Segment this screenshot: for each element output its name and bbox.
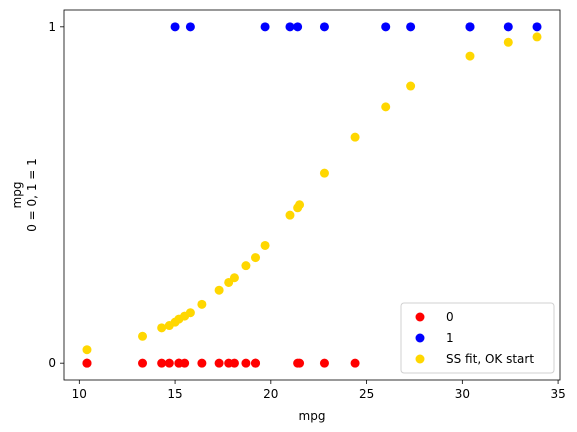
data-point-series-0 xyxy=(197,358,207,368)
data-point-series-0 xyxy=(180,358,190,368)
data-point-series-1 xyxy=(319,22,329,32)
y-axis-label-line-2: 0 = 0, 1 = 1 xyxy=(25,158,39,232)
data-point-series-1 xyxy=(185,22,195,32)
data-point-series-2 xyxy=(138,331,148,341)
data-point-series-2 xyxy=(214,285,224,295)
data-point-series-0 xyxy=(350,358,360,368)
x-axis: 10 15 20 25 30 35 xyxy=(72,380,566,401)
y-tick-label: 0 xyxy=(48,356,56,370)
data-point-series-2 xyxy=(295,200,305,210)
legend-label-0: 0 xyxy=(446,310,454,324)
y-axis: 01 xyxy=(48,20,64,370)
y-axis-label-line-1: mpg xyxy=(10,182,24,209)
data-point-series-1 xyxy=(532,22,542,32)
data-point-series-0 xyxy=(295,358,305,368)
x-tick-label: 35 xyxy=(550,387,565,401)
data-point-series-2 xyxy=(532,32,542,42)
x-tick-label: 10 xyxy=(72,387,87,401)
legend-label-1: 1 xyxy=(446,331,454,345)
data-point-series-0 xyxy=(251,358,261,368)
x-tick-label: 20 xyxy=(263,387,278,401)
data-point-series-1 xyxy=(406,22,416,32)
data-point-series-2 xyxy=(260,240,270,250)
legend-marker-1 xyxy=(415,333,425,343)
data-point-series-2 xyxy=(229,273,239,283)
data-point-series-2 xyxy=(319,168,329,178)
data-point-series-2 xyxy=(503,37,513,47)
data-point-series-1 xyxy=(260,22,270,32)
data-point-series-2 xyxy=(185,308,195,318)
data-point-series-1 xyxy=(465,22,475,32)
data-point-series-2 xyxy=(241,261,251,271)
data-point-series-2 xyxy=(406,81,416,91)
data-point-series-1 xyxy=(293,22,303,32)
data-points xyxy=(82,22,542,368)
data-point-series-2 xyxy=(465,51,475,61)
y-axis-label-group: mpg 0 = 0, 1 = 1 xyxy=(10,158,39,232)
legend-marker-2 xyxy=(415,354,425,364)
y-tick-label: 1 xyxy=(48,20,56,34)
legend: 0 1 SS fit, OK start xyxy=(400,302,555,374)
data-point-series-0 xyxy=(164,358,174,368)
legend-label-2: SS fit, OK start xyxy=(446,352,534,366)
data-point-series-1 xyxy=(381,22,391,32)
x-tick-label: 30 xyxy=(455,387,470,401)
data-point-series-1 xyxy=(170,22,180,32)
x-tick-label: 15 xyxy=(167,387,182,401)
data-point-series-2 xyxy=(285,210,295,220)
data-point-series-2 xyxy=(350,132,360,142)
data-point-series-2 xyxy=(82,345,92,355)
data-point-series-0 xyxy=(319,358,329,368)
data-point-series-2 xyxy=(157,323,167,333)
x-tick-label: 25 xyxy=(359,387,374,401)
data-point-series-2 xyxy=(197,299,207,309)
data-point-series-0 xyxy=(138,358,148,368)
data-point-series-0 xyxy=(229,358,239,368)
legend-marker-0 xyxy=(415,312,425,322)
data-point-series-0 xyxy=(157,358,167,368)
x-axis-label: mpg xyxy=(299,409,326,423)
data-point-series-0 xyxy=(214,358,224,368)
data-point-series-0 xyxy=(82,358,92,368)
data-point-series-2 xyxy=(381,102,391,112)
data-point-series-1 xyxy=(503,22,513,32)
legend-box xyxy=(400,302,555,374)
data-point-series-1 xyxy=(285,22,295,32)
data-point-series-2 xyxy=(251,253,261,263)
data-point-series-0 xyxy=(241,358,251,368)
